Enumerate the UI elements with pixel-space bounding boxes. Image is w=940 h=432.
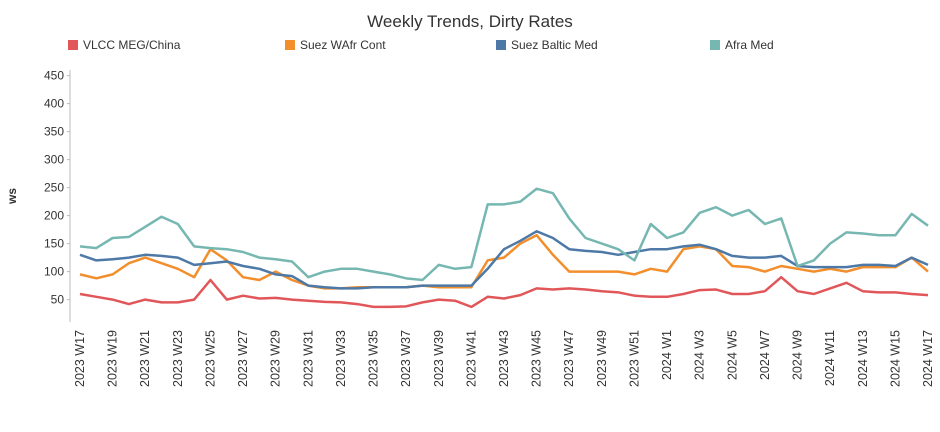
x-tick-label: 2023 W25 [203,330,217,387]
y-tick-label: 150 [44,237,64,251]
x-tick-label: 2023 W29 [269,330,283,387]
y-tick-label: 400 [44,97,64,111]
y-tick-label: 250 [44,181,64,195]
legend-label: Afra Med [725,38,774,52]
x-tick-label: 2024 W13 [856,330,870,387]
x-tick-label: 2023 W49 [595,330,609,387]
chart-title: Weekly Trends, Dirty Rates [367,12,573,31]
series-line [79,187,929,282]
y-axis-label: ws [5,188,19,205]
x-tick-label: 2024 W17 [921,330,935,387]
x-tick-label: 2023 W19 [106,330,120,387]
y-tick-label: 200 [44,209,64,223]
x-tick-label: 2023 W23 [171,330,185,387]
x-tick-label: 2024 W1 [660,330,674,380]
legend-swatch [68,40,78,50]
x-tick-label: 2023 W33 [334,330,348,387]
x-tick-label: 2023 W47 [562,330,576,387]
series-line [79,233,929,290]
x-tick-label: 2024 W7 [758,330,772,380]
series-line [79,275,929,309]
x-tick-label: 2024 W3 [693,330,707,380]
y-tick-label: 300 [44,153,64,167]
legend-swatch [285,40,295,50]
legend-label: Suez Baltic Med [511,38,598,52]
y-tick-label: 450 [44,69,64,83]
x-tick-label: 2024 W11 [823,330,837,386]
x-tick-label: 2023 W31 [301,330,315,387]
x-tick-label: 2023 W27 [236,330,250,387]
x-tick-label: 2024 W15 [888,330,902,387]
legend-label: Suez WAfr Cont [300,38,386,52]
y-tick-label: 350 [44,125,64,139]
x-tick-label: 2023 W35 [367,330,381,387]
x-tick-label: 2024 W9 [791,330,805,380]
x-tick-label: 2023 W45 [530,330,544,387]
x-tick-label: 2023 W21 [138,330,152,387]
legend-label: VLCC MEG/China [83,38,181,52]
x-tick-label: 2023 W37 [399,330,413,387]
y-tick-label: 100 [44,265,64,279]
x-tick-label: 2024 W5 [725,330,739,380]
x-tick-label: 2023 W51 [627,330,641,387]
x-tick-label: 2023 W41 [464,330,478,387]
x-tick-label: 2023 W39 [432,330,446,387]
y-tick-label: 50 [51,293,65,307]
x-tick-label: 2023 W43 [497,330,511,387]
series-line [79,230,929,290]
legend-swatch [710,40,720,50]
x-tick-label: 2023 W17 [73,330,87,387]
legend-swatch [496,40,506,50]
